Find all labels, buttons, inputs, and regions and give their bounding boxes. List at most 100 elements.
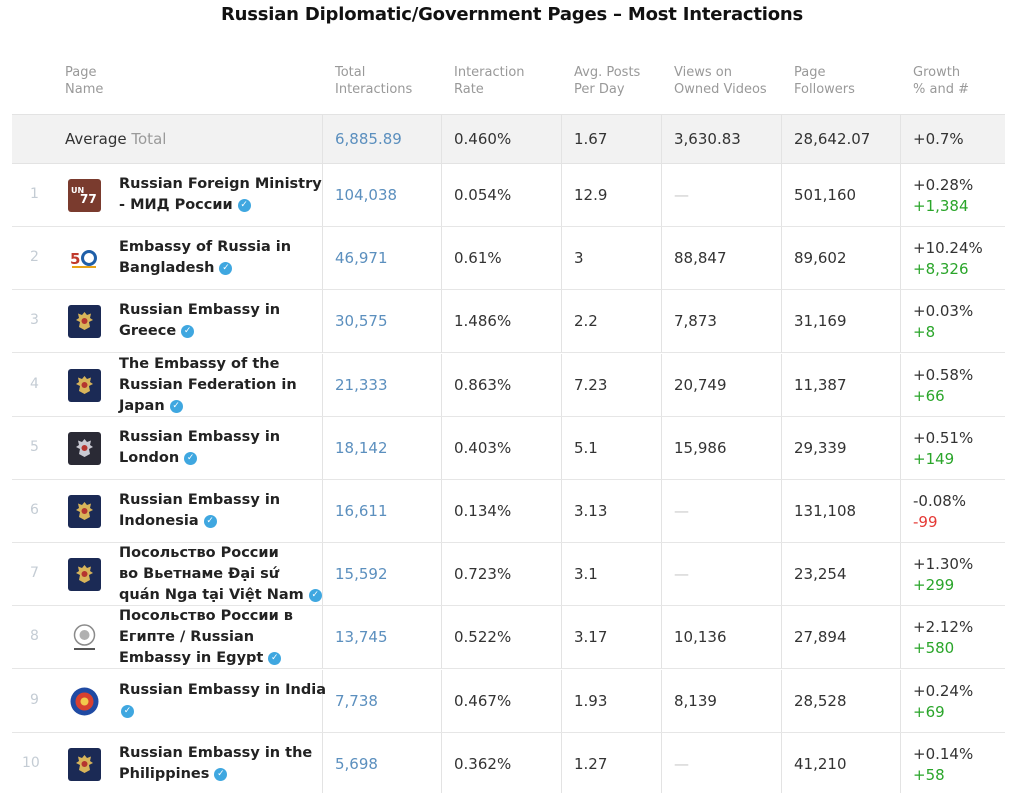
page-followers-value: 27,894 [794,628,847,646]
growth-number: +69 [913,703,945,721]
page-name-link[interactable]: Russian Embassy in London ✓ [119,427,280,469]
average-followers: 28,642.07 [794,130,871,148]
views-owned-videos-value: 15,986 [674,439,727,457]
eagle-emblem-icon[interactable] [68,558,101,591]
eagle-emblem-icon[interactable] [68,369,101,402]
views-owned-videos-value: — [674,755,689,773]
verified-badge-icon: ✓ [203,514,217,528]
page-name-link[interactable]: Russian Embassy in India ✓ [119,680,326,722]
fifty-years-logo-icon[interactable]: 5 [68,242,101,275]
page-name-line: London [119,450,180,466]
average-row: Average Total 6,885.89 0.460% 1.67 3,630… [12,114,1005,164]
verified-badge-icon: ✓ [169,399,183,413]
views-owned-videos-value: 10,136 [674,628,727,646]
average-label: Average Total [65,130,167,148]
page-followers-value: 89,602 [794,249,847,267]
total-interactions-value[interactable]: 15,592 [335,565,388,583]
header-page-followers[interactable]: Page Followers [794,65,855,97]
total-interactions-value[interactable]: 46,971 [335,249,388,267]
page-name-link[interactable]: Посольство России во Вьетнаме Đại sứ quán … [119,543,322,606]
avg-posts-value: 12.9 [574,186,608,204]
header-interaction-rate[interactable]: Interaction Rate [454,65,525,97]
page-name-link[interactable]: Russian Embassy in the Philippines ✓ [119,743,312,785]
page-name-line: Russian Embassy in [119,302,281,318]
svg-text:UN: UN [71,186,84,195]
rank-number: 3 [30,312,39,328]
rank-number: 10 [22,755,40,771]
growth-percent: +2.12% [913,618,974,636]
page-followers-value: 41,210 [794,755,847,773]
eagle-emblem-dark-icon[interactable] [68,432,101,465]
table-row[interactable]: 6 Russian Embassy in Indonesia ✓ 16,611 0.134… [12,480,1005,543]
total-interactions-value[interactable]: 13,745 [335,628,388,646]
header-page-name[interactable]: Page Name [65,65,104,97]
interaction-rate-value: 1.486% [454,312,512,330]
views-owned-videos-value: — [674,186,689,204]
eagle-emblem-icon[interactable] [68,305,101,338]
avg-posts-value: 3.1 [574,565,598,583]
verified-badge-icon: ✓ [214,767,228,781]
page-name-line: The Embassy of the [119,356,280,372]
growth-percent: +10.24% [913,239,983,257]
round-emblem-icon[interactable] [68,685,101,718]
eagle-emblem-icon[interactable] [68,748,101,781]
interaction-rate-value: 0.467% [454,692,512,710]
header-avg-posts[interactable]: Avg. Posts Per Day [574,65,641,97]
table-row[interactable]: 9 Russian Embassy in India ✓ 7,738 0.467% 1.9… [12,670,1005,733]
header-views-owned-videos[interactable]: Views on Owned Videos [674,65,767,97]
growth-percent: +0.28% [913,176,974,194]
table-row[interactable]: 8 Посольство России в Египте / Russian Emba… [12,606,1005,669]
total-interactions-value[interactable]: 5,698 [335,755,378,773]
page-name-link[interactable]: Russian Embassy in Greece ✓ [119,300,280,342]
total-interactions-value[interactable]: 18,142 [335,439,388,457]
total-interactions-value[interactable]: 7,738 [335,692,378,710]
header-total-interactions[interactable]: Total Interactions [335,65,413,97]
avg-posts-value: 2.2 [574,312,598,330]
svg-text:5: 5 [70,250,80,268]
views-owned-videos-value: 7,873 [674,312,717,330]
growth-percent: +0.51% [913,429,974,447]
page-name-line: Египте / Russian [119,629,255,645]
total-interactions-value[interactable]: 16,611 [335,502,388,520]
total-interactions-value[interactable]: 21,333 [335,376,388,394]
page-followers-value: 29,339 [794,439,847,457]
avg-posts-value: 3.13 [574,502,608,520]
page-name-link[interactable]: The Embassy of the Russian Federation in J… [119,354,297,417]
eagle-emblem-icon[interactable] [68,495,101,528]
total-interactions-value[interactable]: 104,038 [335,186,398,204]
interaction-rate-value: 0.362% [454,755,512,773]
growth-number: +58 [913,766,945,784]
header-growth[interactable]: Growth% and # [913,65,969,97]
page-name-link[interactable]: Embassy of Russia in Bangladesh ✓ [119,237,291,279]
table-row[interactable]: 4 The Embassy of the Russian Federation in… [12,354,1005,417]
table-row[interactable]: 3 Russian Embassy in Greece ✓ 30,575 1.486% 2.… [12,290,1005,353]
average-growth: +0.7% [913,130,964,148]
un77-logo-icon[interactable]: UN 77 [68,179,101,212]
table-row[interactable]: 7 Посольство России во Вьетнаме Đại sứ quán… [12,543,1005,606]
page-name-line: Indonesia [119,513,199,529]
seal-logo-icon[interactable] [68,621,101,654]
page-followers-value: 23,254 [794,565,847,583]
table-row[interactable]: 10 Russian Embassy in the Philippines ✓ 5,69… [12,733,1005,793]
growth-percent: -0.08% [913,492,967,510]
interaction-rate-value: 0.054% [454,186,512,204]
average-total: 6,885.89 [335,130,402,148]
growth-number: +299 [913,576,955,594]
page-followers-value: 11,387 [794,376,847,394]
average-views: 3,630.83 [674,130,741,148]
total-interactions-value[interactable]: 30,575 [335,312,388,330]
views-owned-videos-value: 88,847 [674,249,727,267]
avg-posts-value: 7.23 [574,376,608,394]
page-name-link[interactable]: Russian Embassy in Indonesia ✓ [119,490,280,532]
svg-text:77: 77 [80,192,97,206]
growth-percent: +0.58% [913,366,974,384]
avg-posts-value: 3 [574,249,584,267]
page-followers-value: 28,528 [794,692,847,710]
page-name-link[interactable]: Посольство России в Египте / Russian Embas… [119,606,293,669]
interaction-rate-value: 0.723% [454,565,512,583]
table-row[interactable]: 1 UN 77 Russian Foreign Ministry - МИД Росси… [12,164,1005,227]
page-name-line: Russian Foreign Ministry [119,176,322,192]
table-row[interactable]: 5 Russian Embassy in London ✓ 18,142 0.403% 5.… [12,417,1005,480]
page-name-link[interactable]: Russian Foreign Ministry - МИД России ✓ [119,174,322,216]
table-row[interactable]: 2 5 Embassy of Russia in Bangladesh ✓ 46,971 0… [12,227,1005,290]
